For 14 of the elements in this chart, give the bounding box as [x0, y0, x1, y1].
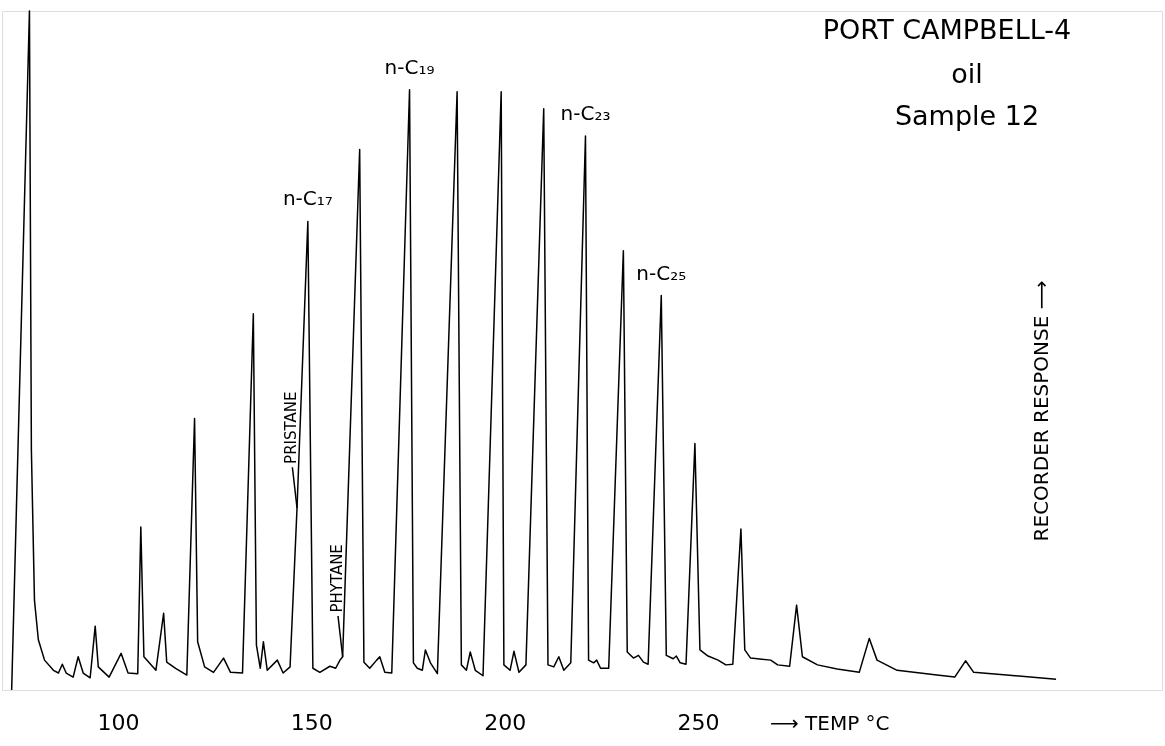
x-axis-title: ⟶ TEMP °C — [770, 711, 890, 735]
annotation: n-C₂₅ — [636, 260, 687, 285]
x-tick-label: 150 — [290, 709, 333, 735]
x-tick-label: 100 — [97, 709, 140, 735]
text: oil Sample 12 — [894, 58, 1040, 131]
x-tick-label: 200 — [484, 709, 527, 735]
chart-title: PORT CAMPBELL-4 — [822, 14, 1072, 45]
annotation: n-C₁₉ — [384, 54, 435, 79]
annotation: PRISTANE — [282, 391, 301, 464]
annotation: n-C₁₇ — [282, 186, 333, 211]
x-tick-label: 250 — [677, 709, 720, 735]
annotation: n-C₂₃ — [560, 100, 611, 125]
annotation: PHYTANE — [327, 544, 346, 613]
y-axis-title: RECORDER RESPONSE ⟶ — [1029, 280, 1053, 542]
